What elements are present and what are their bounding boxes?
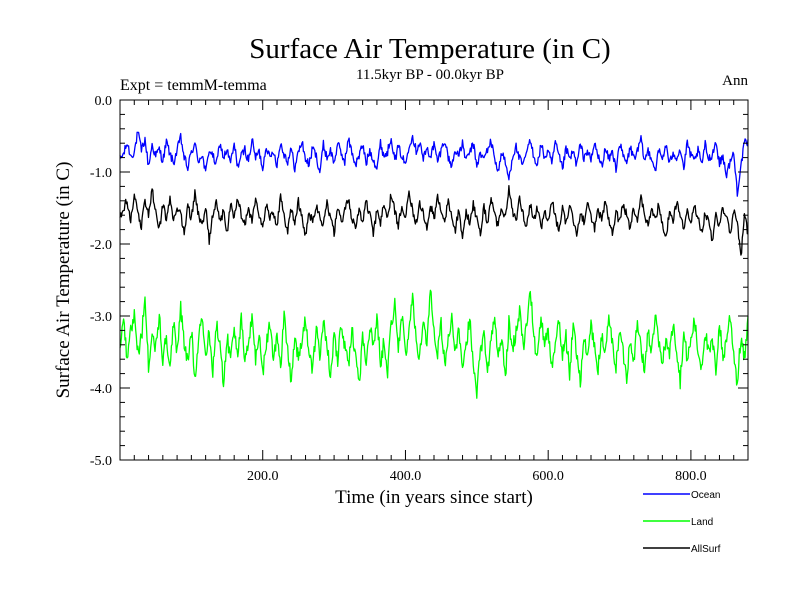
x-tick-label: 800.0: [675, 469, 707, 484]
y-tick-label: -3.0: [90, 310, 112, 325]
series-line-ocean: [119, 131, 749, 197]
y-tick-label: -1.0: [90, 166, 112, 181]
y-tick-label: 0.0: [95, 94, 113, 109]
y-tick-label: -5.0: [90, 454, 112, 469]
chart-subtitle: 11.5kyr BP - 00.0kyr BP: [356, 67, 504, 83]
legend: Ocean Land AllSurf: [643, 490, 721, 555]
axis-ticks: 200.0 400.0 600.0 800.0 0.0 -1.0 -2.0 -3.0 -4.0 -…: [90, 94, 749, 484]
legend-label-ocean: Ocean: [691, 490, 720, 501]
x-tick-label: 600.0: [532, 469, 564, 484]
legend-label-allsurf: AllSurf: [691, 544, 721, 555]
plot-series: [119, 131, 749, 399]
x-tick-label: 200.0: [247, 469, 279, 484]
experiment-label: Expt = temmM-temma: [120, 77, 267, 94]
series-line-land: [119, 289, 749, 399]
x-tick-label: 400.0: [390, 469, 422, 484]
y-tick-label: -4.0: [90, 382, 112, 397]
chart-title: Surface Air Temperature (in C): [249, 33, 610, 65]
legend-label-land: Land: [691, 517, 713, 528]
x-axis-label: Time (in years since start): [335, 487, 533, 508]
annual-label: Ann: [722, 73, 748, 89]
y-tick-label: -2.0: [90, 238, 112, 253]
plot-frame: [119, 99, 749, 461]
y-axis-label: Surface Air Temperature (in C): [53, 162, 74, 399]
series-line-allsurf: [119, 185, 749, 256]
